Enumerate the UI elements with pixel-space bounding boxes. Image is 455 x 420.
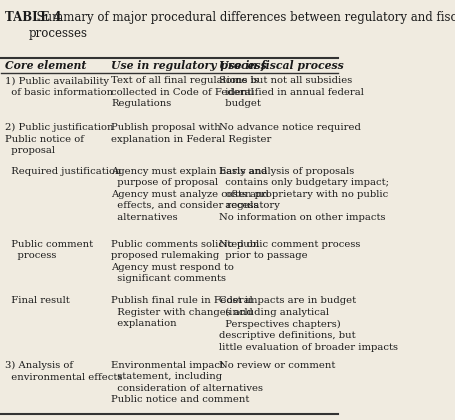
Text: No advance notice required: No advance notice required xyxy=(219,123,361,132)
Text: Agency must explain basis and
  purpose of proposal
Agency must analyze costs an: Agency must explain basis and purpose of… xyxy=(111,167,280,222)
Text: 3) Analysis of
  environmental effects: 3) Analysis of environmental effects xyxy=(5,361,122,382)
Text: Use in fiscal process: Use in fiscal process xyxy=(219,60,344,71)
Text: Text of all final regulations is
collected in Code of Federal
Regulations: Text of all final regulations is collect… xyxy=(111,76,259,108)
Text: 2) Public justification
Public notice of
  proposal: 2) Public justification Public notice of… xyxy=(5,123,113,155)
Text: Some but not all subsidies
  identified in annual federal
  budget: Some but not all subsidies identified in… xyxy=(219,76,364,108)
Text: Use in regulatory process: Use in regulatory process xyxy=(111,60,267,71)
Text: Core element: Core element xyxy=(5,60,86,71)
Text: No public comment process
  prior to passage: No public comment process prior to passa… xyxy=(219,240,360,260)
Text: Final result: Final result xyxy=(5,297,70,305)
Text: Public comments solicited on
proposed rulemaking
Agency must respond to
  signif: Public comments solicited on proposed ru… xyxy=(111,240,259,284)
Text: Cost impacts are in budget
  (including analytical
  Perspectives chapters)
desc: Cost impacts are in budget (including an… xyxy=(219,297,398,352)
Text: Publish proposal with
explanation in Federal Register: Publish proposal with explanation in Fed… xyxy=(111,123,271,144)
Text: Summary of major procedural differences between regulatory and fiscal
processes: Summary of major procedural differences … xyxy=(29,10,455,39)
Text: Public comment
    process: Public comment process xyxy=(5,240,93,260)
Text: Required justification: Required justification xyxy=(5,167,121,176)
Text: TABLE 4: TABLE 4 xyxy=(5,10,61,24)
Text: 1) Public availability
  of basic information: 1) Public availability of basic informat… xyxy=(5,76,113,97)
Text: No review or comment: No review or comment xyxy=(219,361,335,370)
Text: Environmental impact
  statement, including
  consideration of alternatives
Publ: Environmental impact statement, includin… xyxy=(111,361,263,404)
Text: Publish final rule in Federal
  Register with changes and
  explanation: Publish final rule in Federal Register w… xyxy=(111,297,253,328)
Text: Early analysis of proposals
  contains only budgetary impact;
  often proprietar: Early analysis of proposals contains onl… xyxy=(219,167,389,222)
